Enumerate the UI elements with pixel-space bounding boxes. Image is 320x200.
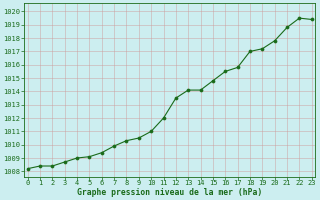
X-axis label: Graphe pression niveau de la mer (hPa): Graphe pression niveau de la mer (hPa)	[77, 188, 262, 197]
